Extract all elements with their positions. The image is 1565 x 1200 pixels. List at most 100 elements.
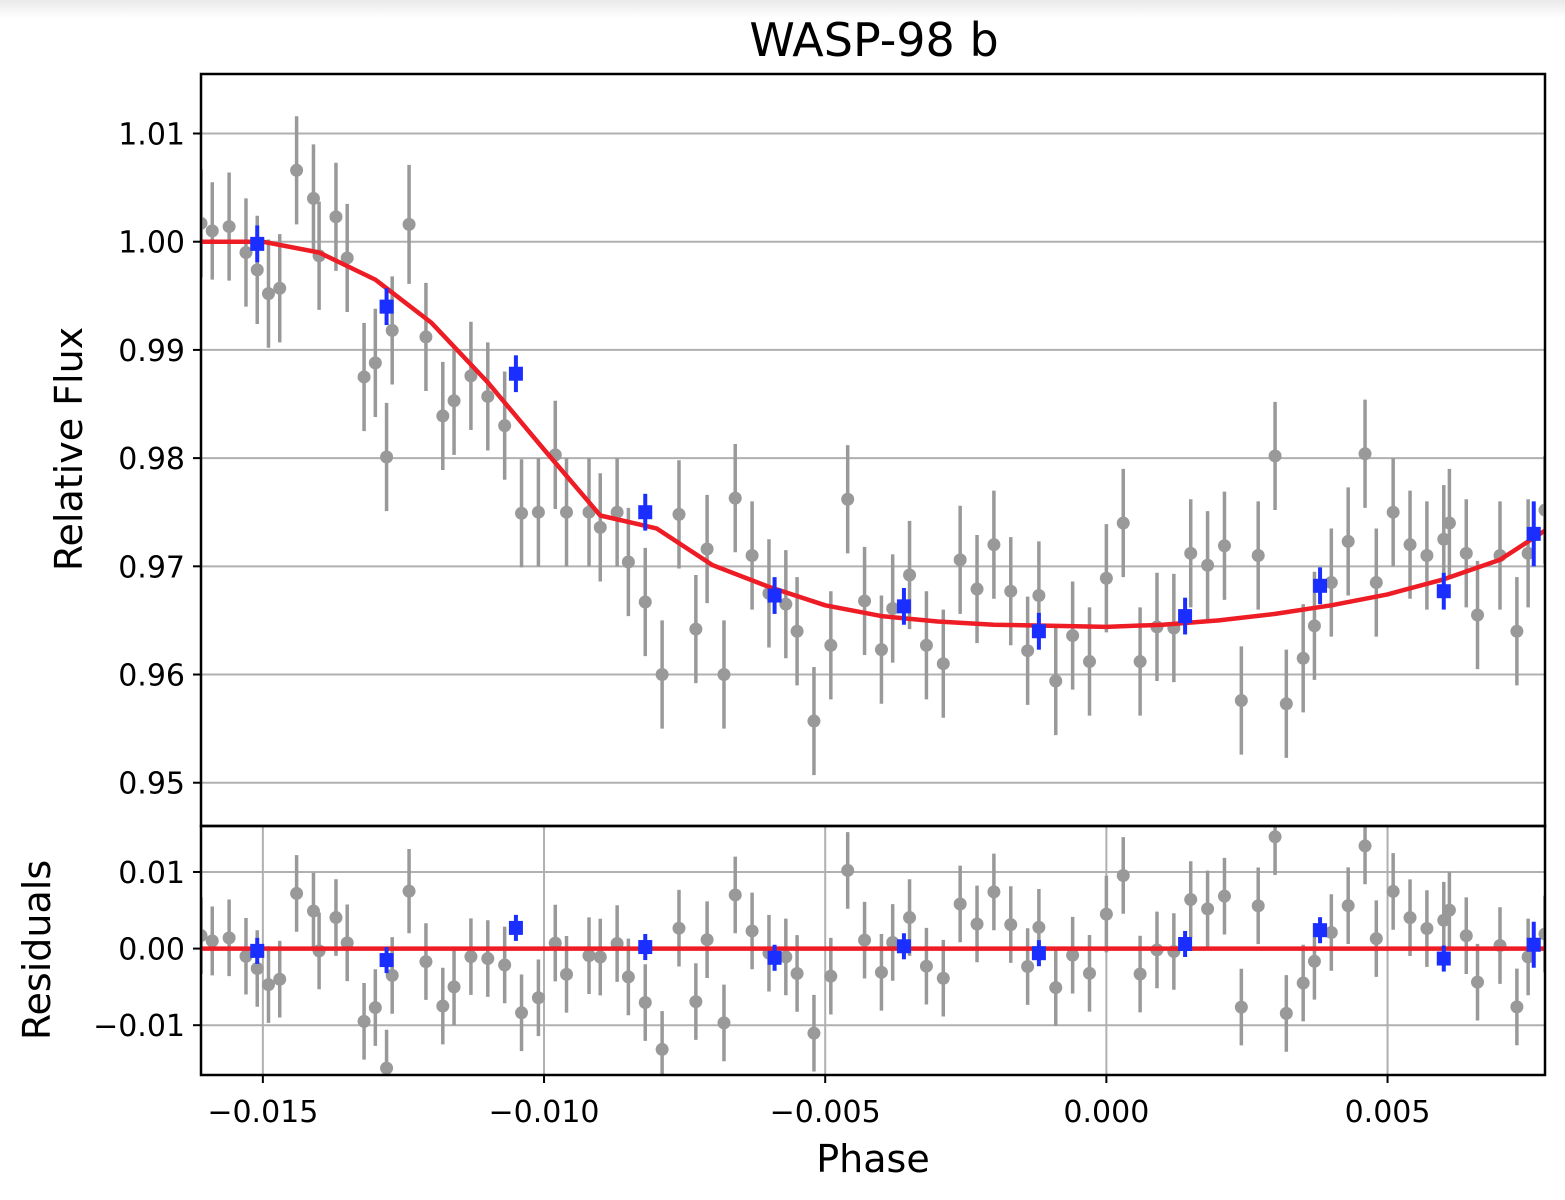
raw-residual-point xyxy=(953,897,967,911)
x-axis-title: Phase xyxy=(816,1137,929,1181)
raw-residual-point xyxy=(1234,1000,1248,1014)
residuals-panel-data xyxy=(201,826,1545,1075)
raw-point xyxy=(1032,589,1046,603)
raw-point xyxy=(447,394,461,408)
binned-residual-point xyxy=(1526,937,1541,952)
raw-point xyxy=(886,602,900,616)
raw-residual-point xyxy=(858,933,872,947)
raw-residual-point xyxy=(582,949,596,963)
x-tick-label: −0.015 xyxy=(207,1095,318,1130)
raw-point xyxy=(273,281,287,295)
binned-residual-point xyxy=(379,953,394,968)
binned-residual-point xyxy=(896,939,911,954)
raw-point xyxy=(1307,619,1321,633)
raw-residual-point xyxy=(560,967,574,981)
raw-residual-point xyxy=(1296,976,1310,990)
binned-residual-point xyxy=(508,920,523,935)
raw-residual-point xyxy=(385,968,399,982)
raw-point xyxy=(1251,548,1265,562)
raw-point xyxy=(745,548,759,562)
raw-residual-point xyxy=(222,931,236,945)
raw-point xyxy=(689,622,703,636)
raw-residual-point xyxy=(239,949,253,963)
raw-point xyxy=(638,595,652,609)
raw-residual-point xyxy=(1066,948,1080,962)
raw-residual-point xyxy=(1133,967,1147,981)
raw-residual-point xyxy=(1324,925,1338,939)
data-layer xyxy=(201,116,1545,1075)
raw-point xyxy=(1049,674,1063,688)
raw-point xyxy=(1184,546,1198,560)
raw-residual-point xyxy=(1307,954,1321,968)
raw-point xyxy=(1459,546,1473,560)
binned-residual-point xyxy=(1313,923,1328,938)
raw-residual-point xyxy=(515,1006,529,1020)
x-tick-label: −0.010 xyxy=(489,1095,600,1130)
raw-residual-point xyxy=(1386,884,1400,898)
raw-point xyxy=(306,191,320,205)
raw-residual-point xyxy=(436,999,450,1013)
raw-residual-point xyxy=(728,888,742,902)
raw-residual-point xyxy=(261,978,275,992)
raw-residual-point xyxy=(402,884,416,898)
raw-point xyxy=(436,409,450,423)
raw-point xyxy=(621,555,635,569)
raw-residual-point xyxy=(1442,903,1456,917)
raw-residual-point xyxy=(841,863,855,877)
chart-title: WASP-98 b xyxy=(749,13,998,67)
binned-residual-point xyxy=(1178,936,1193,951)
raw-residual-point xyxy=(1184,893,1198,907)
raw-residual-point xyxy=(357,1014,371,1028)
raw-point xyxy=(1296,651,1310,665)
residuals-panel-frame xyxy=(199,824,1547,1077)
raw-point xyxy=(1066,629,1080,643)
raw-residual-point xyxy=(672,921,686,935)
raw-residual-point xyxy=(1420,922,1434,936)
raw-point xyxy=(953,553,967,567)
raw-point xyxy=(1133,655,1147,669)
raw-residual-point xyxy=(970,917,984,931)
raw-point xyxy=(1369,576,1383,590)
raw-point xyxy=(824,638,838,652)
raw-point xyxy=(672,507,686,521)
raw-residual-point xyxy=(312,944,326,958)
raw-point xyxy=(1403,538,1417,552)
top-shade xyxy=(0,0,1565,18)
raw-residual-point xyxy=(548,936,562,950)
binned-residual-point xyxy=(1436,951,1451,966)
raw-point xyxy=(593,520,607,534)
flux-y-axis-title: Relative Flux xyxy=(47,327,91,571)
raw-point xyxy=(987,538,1001,552)
raw-point xyxy=(368,356,382,370)
raw-point xyxy=(1471,608,1485,622)
raw-residual-point xyxy=(1521,950,1535,964)
raw-point xyxy=(464,369,478,383)
x-tick-label: 0.005 xyxy=(1345,1095,1431,1130)
raw-point xyxy=(1099,571,1113,585)
raw-point xyxy=(717,668,731,682)
raw-residual-point xyxy=(1403,911,1417,925)
raw-residual-point xyxy=(1369,932,1383,946)
raw-point xyxy=(919,638,933,652)
raw-point xyxy=(250,263,264,277)
raw-point xyxy=(1538,503,1545,517)
binned-point xyxy=(1313,578,1328,593)
flux-panel-data xyxy=(201,116,1545,776)
x-tick-label: 0.000 xyxy=(1063,1095,1149,1130)
flux-y-tick-label: 1.00 xyxy=(118,226,185,261)
raw-residual-point xyxy=(987,885,1001,899)
raw-residual-point xyxy=(807,1026,821,1040)
raw-residual-point xyxy=(1032,920,1046,934)
binned-point xyxy=(638,505,653,520)
raw-point xyxy=(858,594,872,608)
raw-point xyxy=(700,542,714,556)
raw-point xyxy=(357,370,371,384)
residuals-y-tick-label: 0.01 xyxy=(118,856,185,891)
raw-residual-point xyxy=(1004,918,1018,932)
raw-residual-point xyxy=(368,1001,382,1015)
raw-point xyxy=(290,163,304,177)
raw-point xyxy=(1268,449,1282,463)
raw-residual-point xyxy=(700,933,714,947)
flux-panel-frame xyxy=(199,72,1547,828)
raw-point xyxy=(1420,548,1434,562)
